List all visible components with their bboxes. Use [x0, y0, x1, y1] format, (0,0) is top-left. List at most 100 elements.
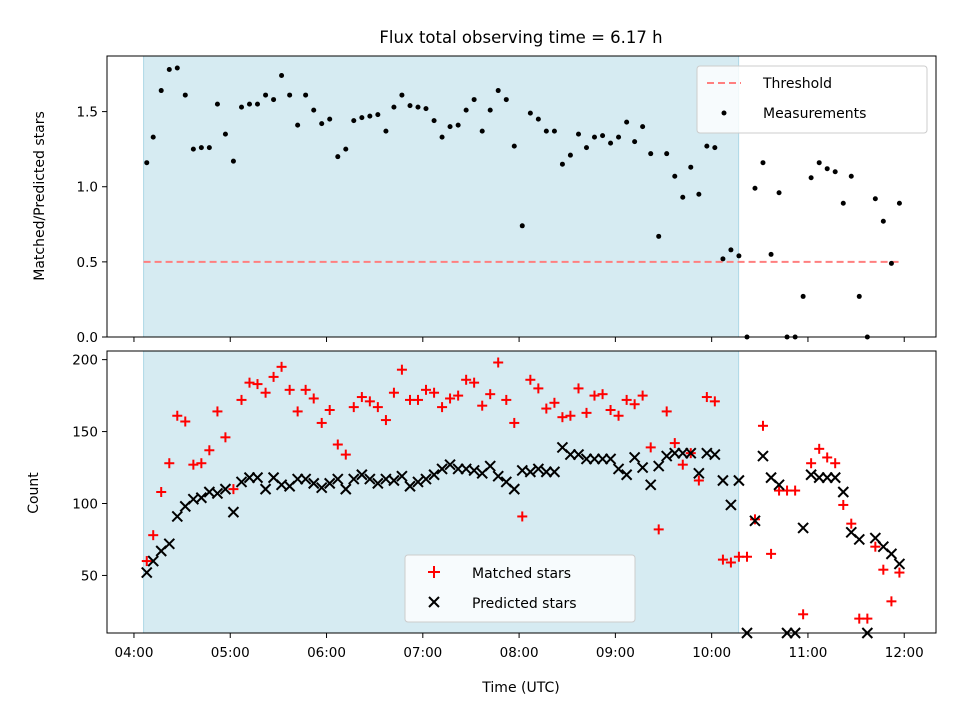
data-point: [431, 118, 437, 124]
data-point: [437, 402, 448, 413]
data-point: [359, 115, 365, 121]
data-point: [660, 450, 673, 462]
data-point: [503, 97, 509, 103]
data-point: [469, 377, 480, 388]
data-point: [790, 485, 801, 496]
data-point: [672, 173, 678, 179]
data-point: [652, 460, 665, 472]
x-tick-label: 04:00: [115, 645, 154, 661]
data-point: [870, 541, 881, 552]
data-point: [557, 412, 568, 423]
data-point: [190, 146, 196, 152]
bottom-legend-box: [404, 554, 636, 623]
data-point: [332, 473, 344, 485]
data-point: [597, 389, 608, 400]
data-point: [263, 92, 269, 98]
data-point: [423, 106, 429, 112]
data-point: [276, 361, 287, 372]
data-point: [532, 463, 545, 475]
data-point: [372, 477, 384, 490]
data-point: [661, 406, 672, 417]
data-point: [195, 492, 208, 504]
data-point: [372, 402, 383, 413]
data-point: [244, 377, 255, 388]
top-legend-box: [696, 65, 928, 134]
axes-frame-0: [106, 55, 937, 338]
series-1-1: [141, 441, 906, 639]
data-point: [228, 484, 239, 495]
data-point: [600, 133, 606, 139]
data-point: [757, 450, 769, 462]
bottom-legend: Matched stars Predicted stars: [404, 554, 636, 623]
shaded-span-0: [143, 55, 740, 338]
data-point: [166, 67, 172, 73]
data-point: [206, 145, 212, 151]
data-point: [848, 173, 854, 179]
data-point: [766, 548, 777, 559]
y-tick-label: 0.0: [77, 330, 98, 346]
data-point: [752, 185, 758, 191]
data-point: [548, 466, 561, 478]
data-point: [620, 469, 633, 481]
data-point: [284, 384, 295, 395]
x-tick-label: 05:00: [211, 645, 250, 661]
x-tick-label: 09:00: [596, 645, 635, 661]
top-ylabel: Matched/Predicted stars: [32, 111, 48, 281]
data-point: [292, 406, 303, 417]
data-point: [656, 233, 662, 239]
data-point: [616, 134, 622, 140]
data-point: [624, 119, 630, 125]
data-point: [559, 161, 565, 167]
y-tick-label: 100: [72, 497, 98, 513]
data-point: [211, 487, 224, 500]
data-point: [158, 88, 164, 94]
data-point: [511, 143, 517, 149]
data-point: [894, 567, 905, 578]
data-point: [429, 387, 440, 398]
measurements-legend-swatch: [721, 110, 727, 116]
data-point: [704, 143, 710, 149]
data-point: [485, 389, 496, 400]
data-point: [156, 487, 167, 497]
data-point: [214, 101, 220, 107]
data-point: [885, 548, 898, 560]
data-point: [709, 396, 720, 407]
data-point: [148, 530, 159, 541]
predicted-legend-swatch: [428, 596, 440, 608]
data-point: [832, 169, 838, 175]
data-point: [198, 145, 204, 151]
y-tick-label: 0.5: [77, 255, 98, 271]
matched-legend-label: Matched stars: [472, 566, 571, 582]
data-point: [589, 390, 600, 401]
data-point: [685, 447, 697, 459]
data-point: [621, 394, 632, 405]
data-point: [565, 410, 576, 421]
data-point: [222, 131, 228, 137]
top-panel: Flux total observing time = 6.17 h Match…: [32, 28, 937, 346]
data-point: [814, 443, 825, 454]
data-point: [632, 139, 638, 145]
data-point: [645, 442, 656, 453]
measurements-legend-label: Measurements: [763, 106, 866, 122]
data-point: [493, 357, 504, 368]
data-point: [182, 92, 188, 98]
data-point: [773, 479, 785, 491]
data-point: [404, 480, 416, 492]
data-point: [196, 458, 207, 469]
data-point: [564, 448, 577, 461]
data-point: [733, 474, 745, 487]
x-tick-label: 11:00: [788, 645, 827, 661]
data-point: [340, 483, 352, 495]
data-point: [487, 107, 493, 113]
data-point: [613, 410, 624, 421]
data-point: [391, 104, 397, 110]
data-point: [664, 151, 670, 157]
data-point: [399, 92, 405, 98]
data-point: [886, 596, 897, 607]
data-point: [180, 416, 191, 427]
data-point: [268, 371, 279, 382]
data-point: [335, 154, 341, 160]
data-point: [551, 128, 557, 134]
data-point: [840, 200, 846, 206]
x-tick-label: 07:00: [403, 645, 442, 661]
